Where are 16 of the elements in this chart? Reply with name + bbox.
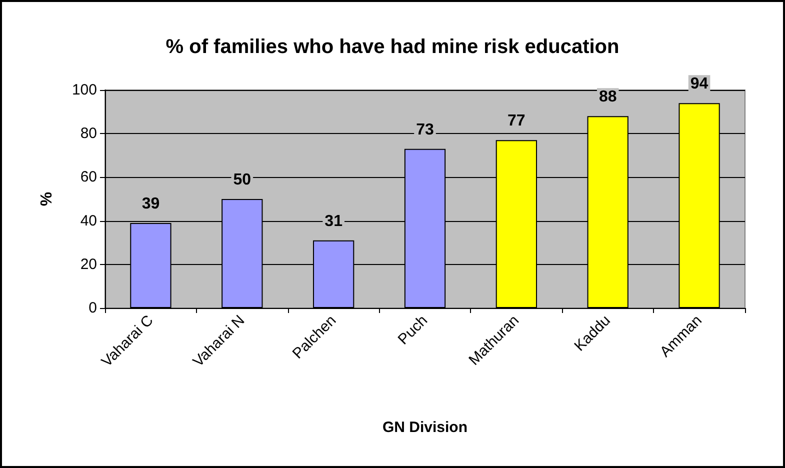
y-tick-label: 20: [80, 256, 97, 273]
chart-title: % of families who have had mine risk education: [166, 36, 620, 58]
data-label: 94: [690, 76, 708, 93]
data-label: 50: [233, 172, 252, 188]
y-tick-label: 80: [80, 125, 97, 142]
x-axis-title: GN Division: [382, 419, 468, 436]
y-tick-label: 100: [72, 82, 97, 98]
y-axis-title: %: [38, 192, 56, 206]
y-tick-label: 60: [80, 168, 97, 186]
y-tick-label: 40: [80, 212, 97, 230]
data-label: 39: [142, 195, 160, 212]
data-label: 73: [416, 121, 434, 138]
y-tick-label: 0: [88, 300, 97, 316]
data-label: 77: [508, 112, 526, 130]
data-label: 31: [324, 212, 343, 230]
data-label: 88: [598, 88, 617, 106]
